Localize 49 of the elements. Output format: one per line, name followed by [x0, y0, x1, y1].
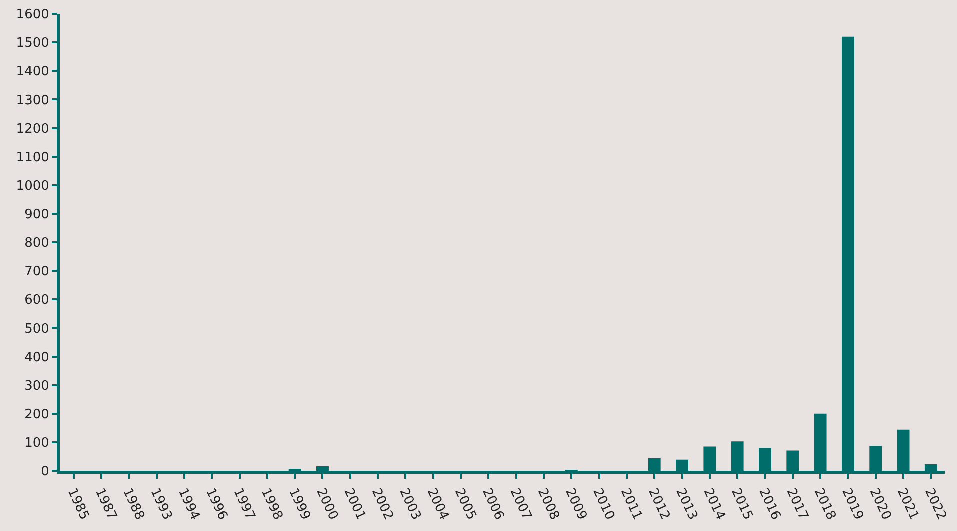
x-tick-label: 1996 — [202, 486, 230, 523]
x-tick-label: 2018 — [811, 486, 839, 523]
x-tick-label: 2015 — [728, 486, 756, 523]
y-tick-label: 400 — [24, 350, 50, 366]
x-tick-label: 2009 — [562, 486, 590, 523]
y-tick-label: 600 — [24, 293, 50, 308]
x-tick-label: 2001 — [340, 486, 368, 523]
x-tick-label: 1988 — [120, 486, 148, 523]
y-tick-label: 1400 — [16, 64, 50, 80]
x-tick-label: 2019 — [838, 486, 866, 523]
x-tick-label: 2005 — [452, 486, 480, 523]
x-tick-label: 2020 — [866, 486, 894, 523]
y-tick-label: 1600 — [16, 8, 50, 23]
x-tick-label: 1985 — [64, 486, 92, 523]
y-tick-label: 1300 — [16, 93, 50, 108]
y-tick-label: 1000 — [16, 178, 50, 194]
x-tick-label: 2012 — [645, 486, 673, 523]
y-tick-label: 1200 — [16, 122, 50, 137]
x-tick-label: 2013 — [672, 486, 700, 523]
x-tick-label: 1999 — [286, 486, 314, 523]
x-tick-label: 2017 — [783, 486, 811, 523]
y-tick-label: 800 — [24, 236, 50, 252]
x-tick-label: 2000 — [313, 486, 341, 523]
x-tick-label: 2010 — [590, 486, 618, 523]
y-tick-label: 900 — [24, 207, 50, 222]
y-tick-label: 1500 — [16, 36, 50, 52]
x-tick-label: 1993 — [147, 486, 175, 523]
x-tick-label: 2021 — [894, 486, 922, 523]
x-tick-label: 2004 — [424, 486, 452, 523]
y-tick-label: 1100 — [16, 150, 50, 166]
y-tick-label: 500 — [24, 322, 50, 337]
x-tick-label: 2014 — [700, 486, 728, 523]
x-tick-label: 2008 — [534, 486, 562, 523]
y-tick-label: 700 — [24, 264, 50, 280]
x-tick-label: 2006 — [479, 486, 507, 523]
x-tick-label: 2016 — [756, 486, 784, 523]
x-tick-label: 2002 — [368, 486, 396, 523]
y-tick-label: 100 — [24, 436, 50, 451]
x-tick-label: 1987 — [92, 486, 120, 523]
x-tick-label: 1998 — [258, 486, 286, 523]
y-tick-label: 0 — [41, 464, 50, 480]
x-tick-label: 2022 — [922, 486, 950, 523]
x-tick-label: 2011 — [617, 486, 646, 523]
y-tick-label: 200 — [24, 407, 50, 422]
x-tick-label: 2007 — [506, 486, 534, 523]
x-tick-label: 1997 — [230, 486, 258, 523]
y-tick-label: 300 — [24, 378, 50, 394]
x-tick-label: 2003 — [396, 486, 424, 523]
x-tick-label: 1994 — [174, 486, 203, 523]
